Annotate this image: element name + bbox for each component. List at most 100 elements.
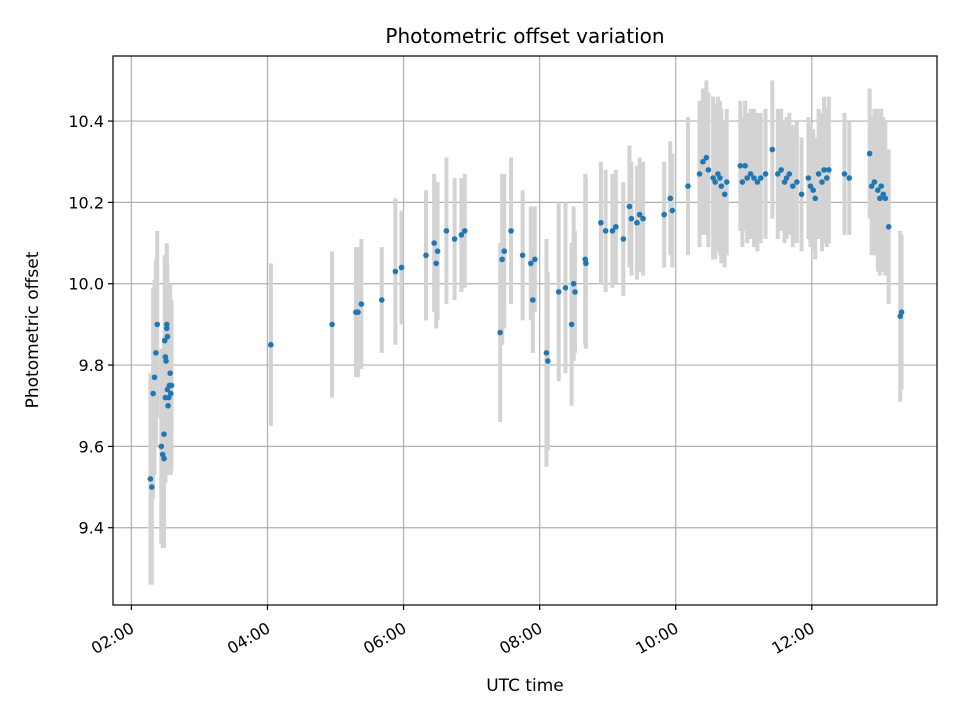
y-tick-label: 9.4 bbox=[79, 519, 104, 538]
y-tick-label: 10.0 bbox=[68, 275, 104, 294]
data-point bbox=[163, 321, 170, 328]
data-point bbox=[703, 154, 710, 161]
data-point bbox=[562, 285, 569, 291]
data-point bbox=[762, 171, 769, 177]
data-point bbox=[163, 358, 169, 364]
data-point bbox=[685, 183, 691, 189]
data-point bbox=[268, 341, 274, 348]
data-point bbox=[661, 211, 667, 218]
data-point bbox=[723, 179, 730, 185]
data-point bbox=[747, 171, 754, 177]
data-point bbox=[572, 289, 578, 295]
data-point bbox=[898, 309, 905, 316]
data-point bbox=[875, 187, 881, 193]
data-point bbox=[598, 219, 604, 226]
data-point bbox=[754, 179, 761, 185]
data-point bbox=[789, 183, 796, 189]
data-point bbox=[718, 183, 725, 189]
data-point bbox=[527, 260, 534, 267]
y-tick-label: 9.6 bbox=[79, 437, 104, 456]
y-axis-title: Photometric offset bbox=[23, 251, 43, 408]
data-point bbox=[355, 309, 361, 316]
data-point bbox=[805, 175, 812, 181]
data-point bbox=[620, 236, 627, 242]
data-point bbox=[737, 163, 744, 169]
data-point bbox=[329, 321, 335, 328]
data-point bbox=[570, 280, 577, 287]
chart-title: Photometric offset variation bbox=[385, 24, 664, 48]
data-point bbox=[164, 333, 171, 340]
data-point bbox=[774, 171, 781, 177]
data-point bbox=[878, 183, 885, 189]
data-point bbox=[508, 228, 514, 234]
data-point bbox=[609, 228, 616, 234]
data-point bbox=[744, 175, 750, 181]
data-point bbox=[398, 264, 405, 271]
data-point bbox=[583, 260, 589, 267]
data-point bbox=[378, 297, 385, 303]
data-point bbox=[165, 402, 171, 409]
data-point bbox=[841, 171, 848, 177]
data-point bbox=[705, 167, 712, 173]
data-point bbox=[882, 195, 889, 202]
data-point bbox=[868, 183, 875, 189]
data-point bbox=[819, 179, 825, 185]
data-point bbox=[501, 248, 508, 254]
data-point bbox=[700, 158, 706, 165]
data-point bbox=[877, 195, 883, 202]
x-axis-title: UTC time bbox=[486, 676, 564, 696]
data-point bbox=[519, 252, 526, 259]
data-point bbox=[161, 337, 168, 344]
data-point bbox=[499, 256, 506, 263]
data-point bbox=[151, 374, 158, 381]
data-point bbox=[161, 431, 167, 438]
data-point bbox=[150, 390, 156, 397]
data-point bbox=[530, 297, 536, 303]
data-point bbox=[555, 289, 562, 295]
data-point bbox=[769, 146, 776, 153]
data-point bbox=[717, 175, 723, 181]
data-point bbox=[640, 215, 646, 222]
data-point bbox=[807, 183, 814, 189]
data-point bbox=[846, 175, 853, 181]
data-point bbox=[431, 240, 437, 246]
data-point bbox=[168, 382, 175, 389]
data-point bbox=[461, 228, 468, 234]
data-point bbox=[826, 167, 832, 173]
data-point bbox=[613, 224, 619, 230]
data-point bbox=[626, 203, 633, 210]
data-point bbox=[739, 179, 746, 185]
data-point bbox=[866, 150, 873, 157]
data-point bbox=[721, 191, 728, 198]
data-point bbox=[871, 179, 878, 185]
data-point bbox=[798, 191, 805, 198]
data-point bbox=[667, 195, 674, 202]
data-point bbox=[544, 358, 551, 364]
data-point bbox=[778, 167, 784, 173]
data-point bbox=[392, 268, 399, 275]
data-points bbox=[147, 146, 905, 490]
data-point bbox=[168, 390, 174, 397]
data-point bbox=[628, 215, 635, 222]
data-point bbox=[712, 179, 718, 185]
data-point bbox=[163, 325, 170, 332]
data-point bbox=[815, 171, 822, 177]
data-point bbox=[497, 329, 503, 336]
plot-frame bbox=[112, 55, 938, 606]
data-point bbox=[885, 224, 892, 230]
data-point bbox=[161, 455, 167, 462]
data-point bbox=[568, 321, 575, 328]
data-point bbox=[634, 219, 640, 226]
data-point bbox=[167, 370, 173, 377]
data-point bbox=[153, 350, 159, 356]
data-point bbox=[458, 232, 465, 238]
data-point bbox=[434, 248, 441, 254]
data-point bbox=[783, 175, 790, 181]
y-tick-label: 10.2 bbox=[68, 193, 104, 212]
data-point bbox=[810, 187, 816, 193]
data-point bbox=[821, 167, 827, 173]
data-point bbox=[423, 252, 429, 259]
y-tick-label: 9.8 bbox=[79, 356, 104, 375]
